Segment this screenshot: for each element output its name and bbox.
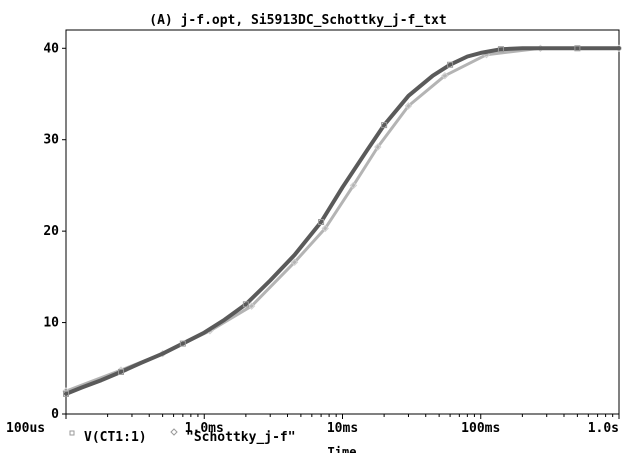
data-point (290, 258, 299, 266)
x-tick-label: 100ms (461, 421, 500, 436)
plot-area (65, 29, 620, 415)
data-point (63, 390, 69, 397)
data-point (318, 219, 325, 225)
y-axis: 0 10 20 30 40 (43, 41, 66, 422)
series-line (64, 46, 621, 396)
data-point (441, 72, 449, 80)
x-tick-label: 10ms (327, 421, 358, 436)
y-tick-label: 20 (43, 224, 59, 239)
data-point (374, 143, 382, 151)
y-tick-label: 10 (43, 316, 59, 331)
data-point (242, 301, 249, 308)
data-point (349, 181, 358, 190)
x-axis: 100us 1.0ms 10ms 100ms 1.0s (6, 414, 620, 436)
legend-marker (69, 430, 75, 436)
data-point (321, 224, 329, 233)
y-tick-label: 0 (51, 407, 59, 422)
x-axis-label: Time (328, 445, 357, 453)
x-tick-label: 1.0ms (185, 421, 224, 436)
legend: V(CT1:1) "Schottky_j-f" (69, 428, 296, 445)
y-tick-label: 40 (43, 41, 59, 56)
data-point (447, 61, 454, 68)
data-point (118, 368, 125, 375)
data-point (574, 45, 581, 52)
legend-label: V(CT1:1) (84, 430, 147, 445)
y-tick-label: 30 (43, 133, 59, 148)
data-point (381, 122, 388, 129)
data-point (247, 302, 256, 310)
data-point (404, 102, 413, 110)
legend-label: "Schottky_j-f" (186, 430, 296, 445)
data-point (497, 46, 504, 53)
legend-marker (170, 428, 178, 436)
chart-title: (A) j-f.opt, Si5913DC_Schottky_j-f_txt (149, 13, 446, 28)
series-layer (62, 44, 622, 397)
data-point (179, 340, 186, 347)
series-1 (63, 45, 621, 397)
x-tick-label: 1.0s (588, 421, 619, 436)
x-tick-label: 100us (6, 421, 45, 436)
